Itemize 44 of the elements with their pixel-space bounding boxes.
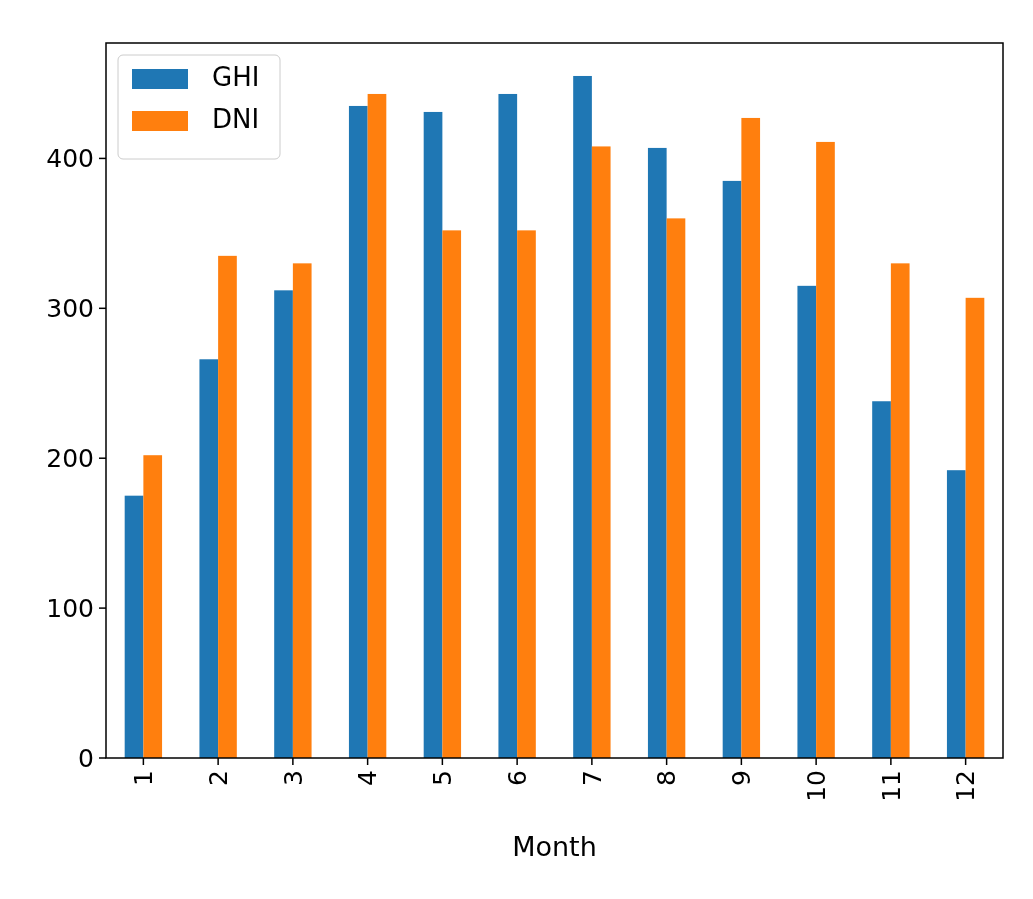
legend-label: DNI [212,104,260,134]
x-tick-label: 2 [203,770,233,786]
bar [666,218,686,758]
bar [647,147,667,758]
x-tick-label: 9 [727,770,757,786]
x-tick-label: 11 [876,770,906,802]
bar [722,180,742,758]
bar [890,263,910,758]
bar [124,495,144,758]
bar [591,146,611,758]
bar [423,111,443,758]
bar [274,290,293,758]
x-tick-label: 4 [353,770,383,786]
y-tick-label: 100 [46,593,94,623]
bar [199,359,219,758]
x-tick-label: 5 [428,770,458,786]
bar [872,401,891,758]
bar [218,255,237,758]
y-tick-label: 200 [46,443,94,473]
bar [816,141,835,758]
y-tick-label: 0 [78,743,94,773]
x-tick-label: 8 [652,770,682,786]
bar [367,93,387,758]
x-tick-label: 3 [278,770,308,786]
x-axis-title: Month [512,831,597,862]
bar [573,75,592,758]
bar [143,455,163,758]
x-tick-label: 12 [951,770,981,802]
x-tick-label: 10 [801,770,831,802]
x-tick-label: 6 [502,770,532,786]
bar [965,297,985,758]
bar [348,105,368,758]
bar [292,263,312,758]
bar [741,117,761,758]
bar [517,230,536,758]
bar [797,285,817,758]
y-tick-label: 300 [46,294,94,324]
legend-label: GHI [212,62,260,92]
x-tick-label: 1 [129,770,159,786]
bar [498,93,518,758]
bar [442,230,462,758]
bar [946,470,966,758]
y-tick-label: 400 [46,144,94,174]
x-tick-label: 7 [577,770,607,786]
